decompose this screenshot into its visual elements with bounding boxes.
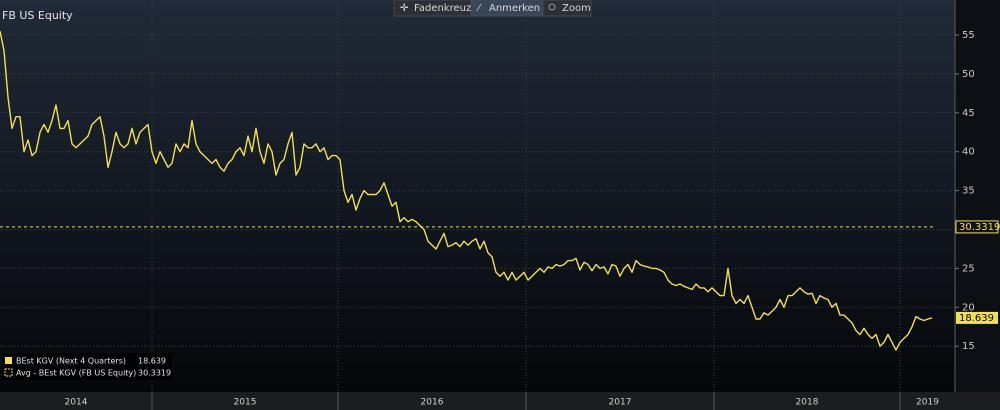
x-tick-label: 2014: [65, 398, 88, 408]
toolbar-button[interactable]: [542, 0, 592, 17]
value-tag: [956, 311, 998, 324]
x-tick-label: 2019: [916, 398, 939, 408]
y-tick-label: 45: [962, 108, 975, 119]
y-tick-label: 55: [962, 30, 975, 41]
toolbar-label: Fadenkreuz: [414, 3, 471, 14]
toolbar-label: Zoom: [562, 3, 591, 14]
legend-label: Avg - BEst KGV (FB US Equity): [16, 369, 136, 378]
legend-value: 18.639: [138, 357, 166, 366]
x-tick-label: 2016: [421, 398, 444, 408]
legend-label: BEst KGV (Next 4 Quarters): [16, 357, 126, 366]
y-tick-label: 50: [962, 69, 975, 80]
x-tick-label: 2017: [609, 398, 632, 408]
x-axis-strip: [0, 392, 1000, 410]
x-tick-label: 2018: [796, 398, 819, 408]
chart-title: FB US Equity: [2, 9, 73, 22]
toolbar-label: Anmerken: [489, 3, 540, 14]
y-tick-label: 40: [962, 147, 975, 158]
legend-value: 30.3319: [138, 369, 171, 378]
axis-background: [955, 0, 1000, 392]
line-series: [0, 30, 933, 351]
toolbar-button[interactable]: [471, 0, 543, 17]
grid: [0, 0, 959, 392]
toolbar: ✛ Fadenkreuz ⁄ Anmerken Zoom: [393, 0, 592, 17]
x-tick-label: 2015: [234, 398, 257, 408]
y-tick-label: 15: [962, 341, 975, 352]
value-tag: [955, 220, 999, 234]
zoom-icon: [548, 3, 556, 11]
y-tick-label: 35: [962, 186, 975, 197]
value-tag-label: 30.3319: [959, 222, 1000, 233]
plot-background: [0, 0, 955, 392]
legend-swatch: [5, 357, 12, 364]
value-tag-label: 18.639: [959, 313, 994, 324]
y-tick-label: 25: [962, 263, 975, 274]
legend: BEst KGV (Next 4 Quarters) 18.639 Avg - …: [2, 353, 172, 380]
y-tick-label: 20: [962, 302, 975, 313]
annotate-icon: ⁄: [476, 3, 482, 14]
crosshair-icon: ✛: [400, 3, 409, 14]
legend-swatch: [4, 368, 13, 377]
marks: [0, 30, 933, 351]
toolbar-button[interactable]: [393, 0, 472, 17]
legend-box: [2, 353, 172, 380]
